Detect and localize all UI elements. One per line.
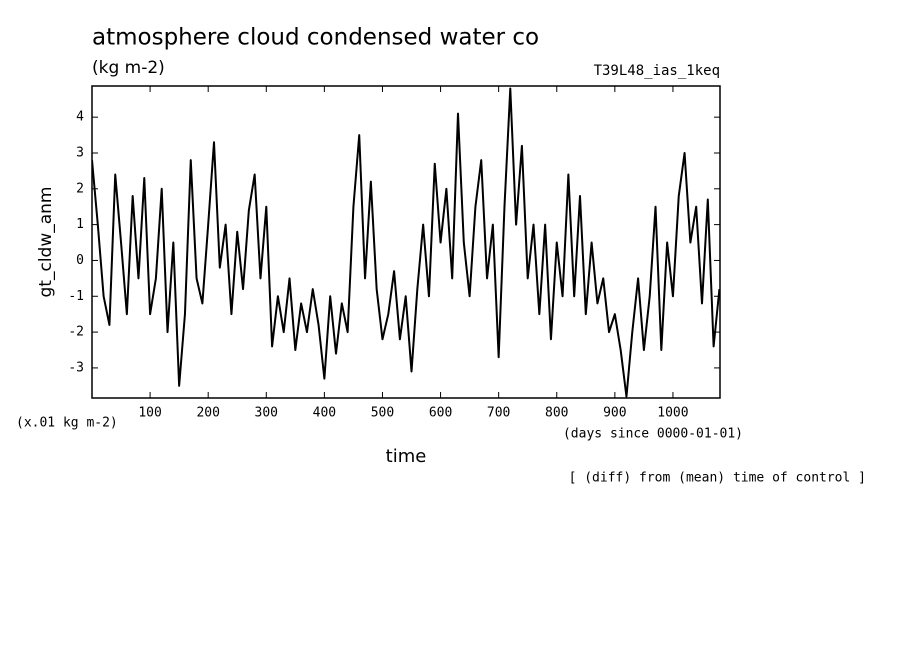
chart-title: atmosphere cloud condensed water co [92,25,539,51]
data-line [92,87,720,398]
y-tick-label: 2 [76,181,84,196]
x-tick-label: 1000 [657,406,688,421]
x-tick-label: 200 [196,406,219,421]
x-tick-label: 700 [487,406,510,421]
y-tick-label: -1 [68,289,84,304]
y-tick-label: -3 [68,360,84,375]
y-tick-label: 1 [76,217,84,232]
x-axis-label: time [386,446,427,467]
x-tick-label: 800 [545,406,568,421]
y-tick-label: 3 [76,145,84,160]
x-unit: (days since 0000-01-01) [563,427,743,442]
plot-frame [91,85,721,399]
x-tick-label: 300 [255,406,278,421]
y-tick-label: 4 [76,110,84,125]
y-axis-label: gt_cldw_anm [36,187,56,298]
x-tick-label: 900 [603,406,626,421]
y-tick-label: -2 [68,325,84,340]
note: [ (diff) from (mean) time of control ] [569,471,866,486]
experiment: T39L48_ias_1keq [594,63,720,79]
subtitle: (kg m-2) [92,58,165,78]
y-unit: (x.01 kg m-2) [16,416,118,431]
x-tick-label: 400 [313,406,336,421]
x-tick-label: 600 [429,406,452,421]
x-tick-label: 500 [371,406,394,421]
x-tick-label: 100 [138,406,161,421]
y-tick-label: 0 [76,253,84,268]
